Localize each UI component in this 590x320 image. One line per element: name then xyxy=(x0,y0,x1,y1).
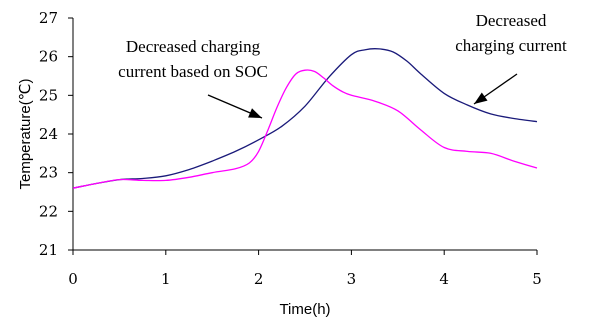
series-lines xyxy=(72,48,538,189)
series-line-soc-based xyxy=(72,69,538,189)
annotation-line: Decreased xyxy=(476,11,547,30)
annotation-line: charging current xyxy=(455,36,567,55)
x-tick-label: 0 xyxy=(68,270,78,288)
axes xyxy=(68,17,538,255)
y-tick-label: 23 xyxy=(39,164,58,182)
y-tick-label: 22 xyxy=(39,202,58,220)
x-axis-label: Time(h) xyxy=(279,301,330,318)
annotation-arrow-head xyxy=(474,92,488,104)
y-tick-label: 26 xyxy=(39,48,58,66)
x-tick-label: 3 xyxy=(347,270,357,288)
y-axis-label: Temperature(℃) xyxy=(17,78,34,189)
annotation-text: Decreased charging current based on SOC xyxy=(118,37,268,81)
annotation-arrow-head xyxy=(248,108,262,118)
annotation-line: current based on SOC xyxy=(118,62,268,81)
y-tick-label: 27 xyxy=(39,9,58,27)
x-tick-label: 4 xyxy=(439,270,449,288)
annotations: Decreased charging current based on SOCDe… xyxy=(118,11,567,119)
y-tick-label: 24 xyxy=(39,125,58,143)
y-tick-label: 21 xyxy=(39,241,58,259)
series-line-decreased-current xyxy=(72,48,538,189)
x-tick-label: 1 xyxy=(161,270,171,288)
annotation-line: Decreased charging xyxy=(126,37,261,56)
x-tick-label: 5 xyxy=(532,270,542,288)
y-tick-label: 25 xyxy=(39,86,58,104)
annotation-text: Decreased charging current xyxy=(455,11,567,55)
x-tick-label: 2 xyxy=(254,270,264,288)
